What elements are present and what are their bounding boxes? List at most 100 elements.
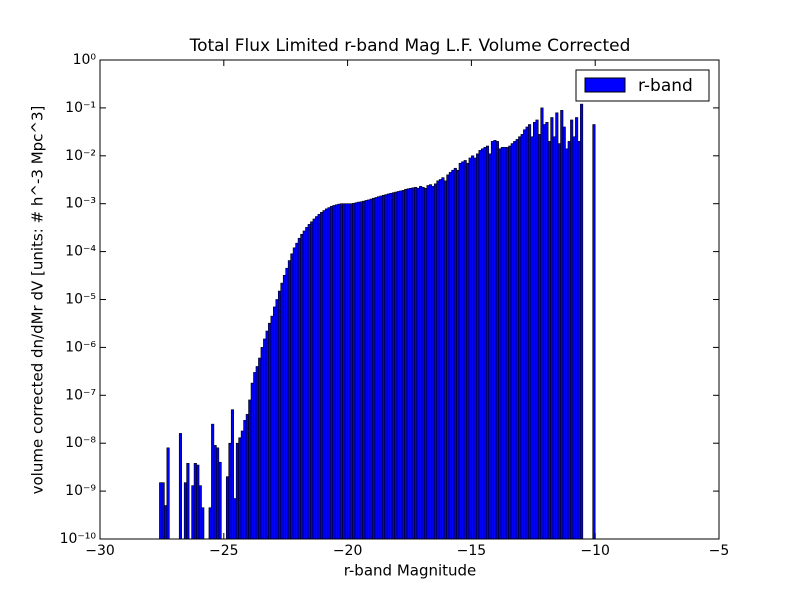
bar — [562, 126, 566, 540]
bar — [520, 134, 524, 540]
bar — [357, 201, 361, 540]
bar — [329, 206, 334, 540]
bar — [414, 186, 418, 540]
bar — [372, 197, 376, 540]
bar — [240, 430, 244, 540]
bar — [458, 162, 462, 540]
bar — [352, 202, 356, 540]
bar — [362, 200, 366, 540]
bar — [211, 423, 215, 540]
y-tick-label: 10⁻¹ — [65, 100, 96, 116]
bar — [443, 180, 447, 540]
bar — [183, 482, 187, 540]
y-tick-label: 10⁻¹⁰ — [60, 531, 97, 547]
bar — [258, 357, 262, 540]
bar — [292, 247, 296, 540]
bar — [225, 476, 230, 540]
bar — [191, 485, 195, 540]
y-tick-label: 10⁻⁹ — [65, 483, 96, 499]
bar — [282, 275, 286, 540]
bar — [547, 141, 551, 540]
bar — [325, 208, 329, 540]
bar — [466, 162, 470, 540]
bar — [377, 196, 381, 540]
bar — [518, 136, 522, 540]
bar — [354, 202, 358, 540]
bar — [374, 197, 378, 540]
bar — [250, 382, 254, 540]
bar — [453, 167, 457, 540]
bar — [248, 399, 252, 540]
bar — [302, 230, 306, 540]
bar — [198, 485, 202, 540]
bar — [159, 482, 163, 540]
bar — [510, 143, 514, 540]
bar — [201, 507, 205, 540]
bar — [161, 482, 165, 540]
bar — [312, 218, 316, 540]
bar — [490, 141, 494, 540]
bar — [471, 155, 475, 540]
bar — [406, 188, 410, 540]
bar — [359, 201, 363, 540]
bar — [310, 221, 314, 540]
bar — [213, 445, 217, 540]
bar — [263, 338, 267, 540]
bar — [344, 203, 348, 540]
bar — [540, 107, 544, 540]
y-tick-label: 10⁻⁴ — [65, 244, 96, 260]
bar — [216, 447, 220, 540]
bar — [537, 134, 542, 540]
bar — [243, 420, 247, 540]
bar — [456, 169, 460, 540]
bar — [270, 315, 274, 540]
bar — [401, 190, 405, 540]
bar — [411, 187, 415, 540]
bar — [513, 141, 517, 540]
bar — [300, 233, 304, 540]
bar — [334, 204, 338, 540]
bar — [178, 433, 183, 540]
bar — [532, 122, 537, 540]
bar — [367, 199, 371, 540]
bar — [235, 442, 239, 540]
bar — [166, 447, 170, 540]
bar — [275, 299, 279, 540]
bar — [433, 183, 438, 540]
bar — [332, 205, 336, 540]
bar — [389, 192, 393, 540]
bar — [317, 214, 321, 540]
bar — [285, 267, 289, 540]
x-tick-label: −10 — [580, 543, 610, 559]
bar — [468, 157, 472, 540]
bar — [327, 207, 331, 540]
bar — [409, 187, 413, 540]
legend-swatch — [584, 77, 626, 93]
bar — [315, 216, 319, 540]
bar — [580, 103, 584, 540]
bar — [396, 191, 400, 540]
bar — [394, 191, 398, 540]
bar — [238, 437, 242, 540]
bar — [381, 194, 386, 540]
y-tick-label: 10⁰ — [73, 52, 97, 68]
bar — [446, 174, 450, 540]
bar — [419, 186, 423, 540]
bar — [503, 147, 507, 540]
bar — [233, 498, 237, 540]
bar — [268, 322, 272, 540]
bar — [305, 227, 309, 540]
bar — [186, 463, 190, 540]
y-tick-label: 10⁻⁸ — [65, 435, 96, 451]
bar — [399, 190, 403, 540]
bar — [560, 110, 564, 540]
bar — [438, 179, 442, 540]
bar — [495, 141, 499, 540]
bar — [461, 161, 465, 540]
x-tick-label: −15 — [457, 543, 487, 559]
bar — [322, 210, 326, 540]
bar — [339, 203, 343, 540]
bar — [550, 117, 554, 540]
bar — [476, 153, 480, 540]
